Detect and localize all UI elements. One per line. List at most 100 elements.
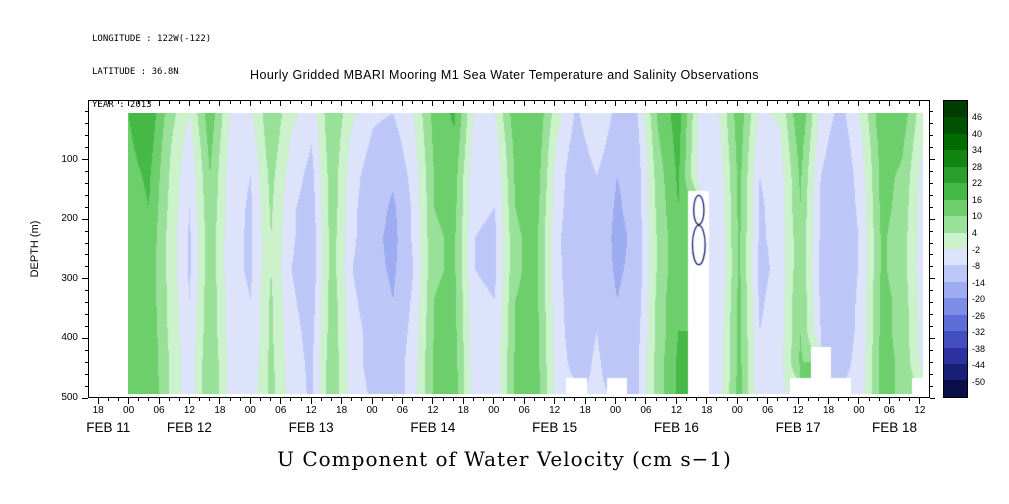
x-major-tick (310, 398, 312, 404)
x-major-tick (828, 398, 830, 404)
x-minor-tick (270, 398, 272, 401)
x-minor-tick (726, 398, 728, 401)
x-minor-tick (138, 398, 140, 401)
x-tick-label: 12 (305, 405, 317, 416)
x-tick-label: 00 (609, 405, 622, 416)
x-minor-tick (239, 398, 241, 401)
x-tick-label: 18 (457, 405, 469, 416)
x-major-tick (249, 398, 251, 404)
x-minor-tick (817, 101, 819, 104)
x-minor-tick (239, 101, 241, 104)
x-major-tick (371, 101, 373, 106)
date-label: FEB 15 (532, 420, 578, 435)
x-minor-tick (604, 398, 606, 401)
colorbar-band (944, 150, 967, 167)
x-major-tick (97, 101, 99, 106)
x-minor-tick (290, 101, 292, 104)
y-major-tick (82, 397, 88, 399)
x-tick-label: 06 (396, 405, 409, 416)
colorbar-band (944, 166, 967, 184)
x-major-tick (675, 398, 677, 404)
x-minor-tick (107, 398, 109, 401)
metadata-block: LONGITUDE : 122W(-122) LATITUDE : 36.8N … (92, 12, 211, 133)
x-major-tick (128, 398, 130, 404)
x-minor-tick (665, 101, 667, 104)
date-label: FEB 12 (166, 420, 212, 435)
colorbar-band (944, 347, 967, 364)
colorbar-label: 16 (972, 194, 983, 205)
x-tick-label: 06 (883, 405, 895, 416)
x-major-tick (615, 398, 617, 404)
y-minor-tick (930, 171, 933, 173)
x-tick-label: 06 (153, 405, 165, 416)
x-minor-tick (361, 398, 363, 401)
x-minor-tick (564, 101, 566, 104)
x-minor-tick (574, 398, 576, 401)
x-minor-tick (838, 101, 840, 104)
colorbar-label: -38 (972, 343, 986, 354)
x-minor-tick (229, 101, 231, 104)
y-minor-tick (930, 111, 933, 113)
x-minor-tick (381, 101, 383, 104)
x-tick-label: 00 (244, 405, 256, 416)
x-major-tick (858, 398, 860, 404)
y-major-tick (82, 278, 88, 280)
x-minor-tick (625, 101, 627, 104)
x-major-tick (341, 101, 343, 106)
colorbar-label: 10 (972, 211, 983, 222)
x-major-tick (219, 398, 221, 404)
x-minor-tick (686, 398, 688, 401)
longitude-text: LONGITUDE : 122W(-122) (92, 34, 212, 44)
x-minor-tick (320, 101, 322, 104)
x-minor-tick (178, 101, 180, 104)
x-major-tick (797, 101, 799, 106)
x-minor-tick (422, 101, 424, 104)
x-major-tick (523, 101, 525, 106)
x-minor-tick (716, 101, 718, 104)
plot-area (88, 100, 930, 398)
x-minor-tick (168, 398, 170, 401)
x-minor-tick (696, 398, 698, 401)
date-label: FEB 11 (86, 420, 131, 435)
y-minor-tick (930, 290, 933, 292)
x-minor-tick (899, 398, 901, 401)
colorbar-band (944, 216, 967, 233)
y-minor-tick (930, 135, 933, 137)
x-minor-tick (868, 101, 870, 104)
y-minor-tick (930, 325, 933, 327)
x-minor-tick (483, 398, 485, 401)
x-minor-tick (807, 101, 809, 104)
x-minor-tick (148, 398, 150, 401)
y-minor-tick (930, 361, 933, 363)
heatmap-canvas (128, 113, 923, 394)
x-major-tick (432, 398, 434, 404)
x-minor-tick (391, 398, 393, 401)
x-major-tick (736, 398, 738, 404)
x-minor-tick (533, 101, 535, 104)
x-minor-tick (168, 101, 170, 104)
x-minor-tick (594, 398, 596, 401)
y-minor-tick (930, 314, 933, 316)
x-minor-tick (787, 398, 789, 401)
x-minor-tick (696, 101, 698, 104)
colorbar-label: -32 (972, 327, 986, 338)
y-minor-tick (85, 266, 88, 268)
x-minor-tick (199, 398, 201, 401)
x-tick-label: 06 (762, 405, 774, 416)
y-minor-tick (85, 242, 88, 244)
x-minor-tick (320, 398, 322, 401)
x-minor-tick (452, 398, 454, 401)
x-major-tick (401, 101, 403, 106)
x-major-tick (584, 398, 586, 404)
x-tick-label: 12 (792, 405, 804, 416)
x-minor-tick (351, 101, 353, 104)
y-minor-tick (930, 194, 933, 196)
colorbar-band (944, 298, 967, 315)
colorbar-label: -8 (972, 261, 981, 272)
x-tick-label: 00 (853, 405, 865, 416)
x-minor-tick (270, 101, 272, 104)
x-minor-tick (300, 398, 302, 401)
x-tick-label: 12 (427, 405, 439, 416)
colorbar-label: -44 (972, 360, 986, 371)
